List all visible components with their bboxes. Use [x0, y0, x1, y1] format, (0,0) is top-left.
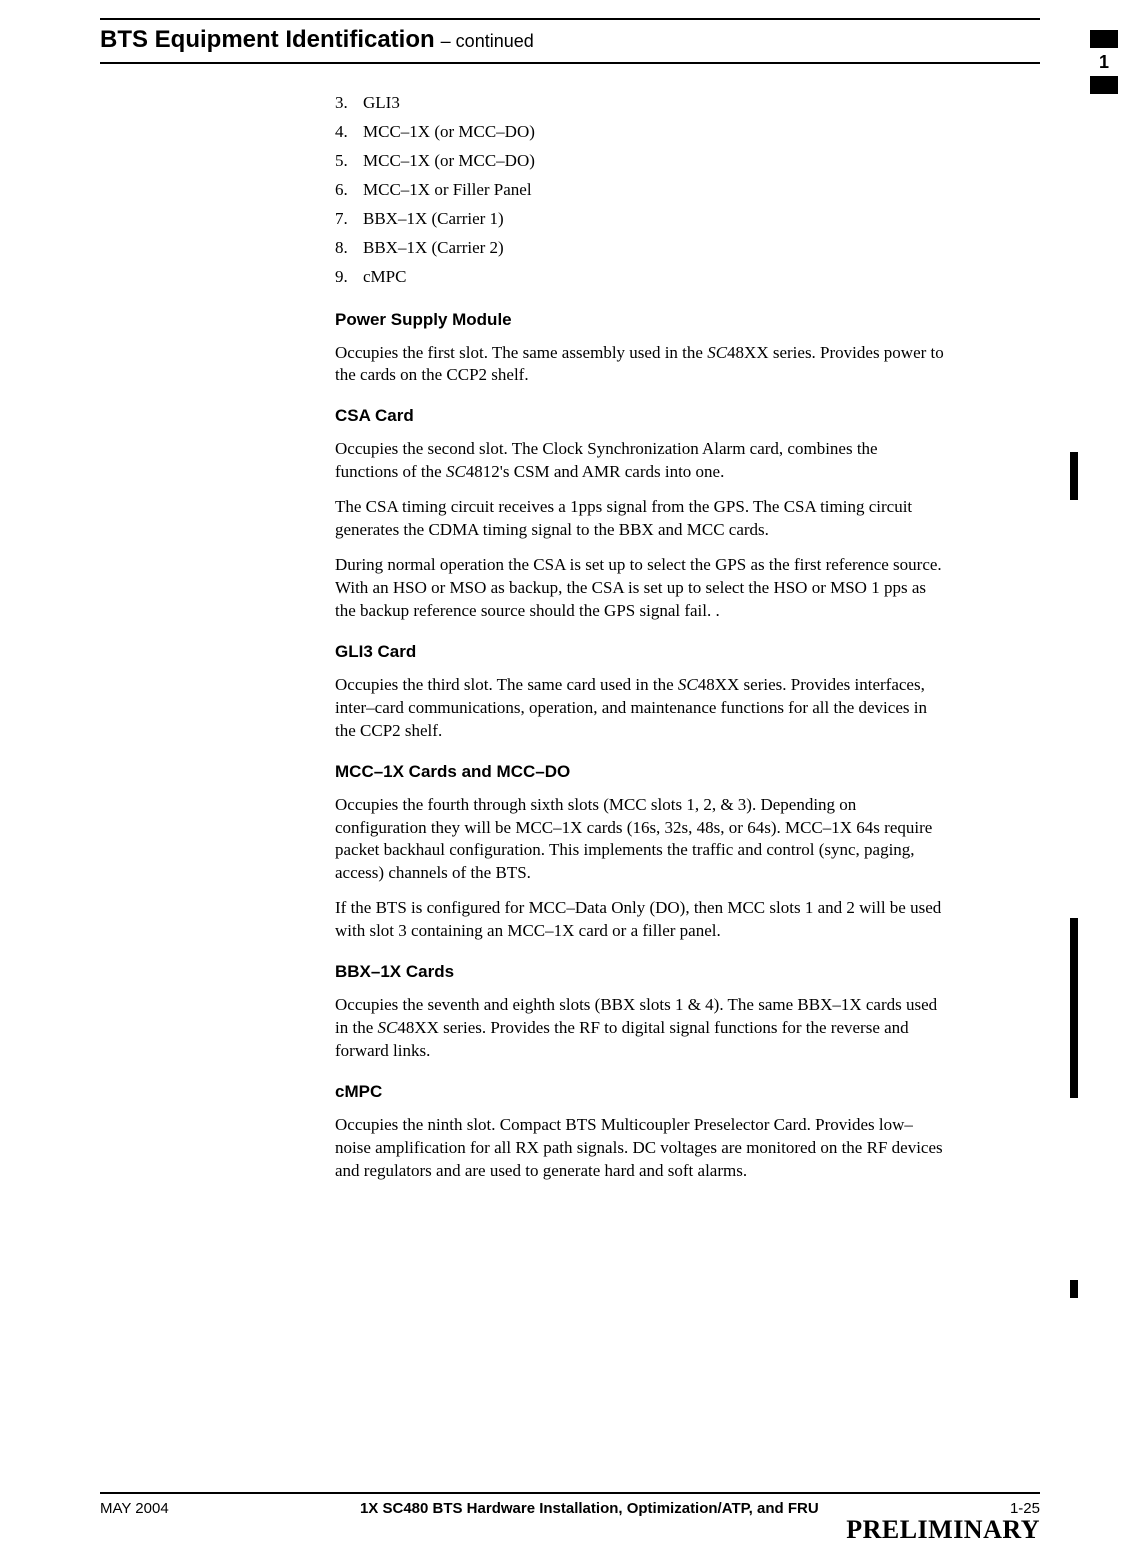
para: Occupies the third slot. The same card u…: [335, 674, 945, 743]
footer-rule: [100, 1492, 1040, 1494]
list-num: 3.: [335, 92, 363, 115]
text-italic: SC: [678, 675, 698, 694]
chapter-tab: 1: [1090, 30, 1118, 94]
text: Occupies the third slot. The same card u…: [335, 675, 678, 694]
list-item: 3.GLI3: [335, 92, 945, 115]
para: During normal operation the CSA is set u…: [335, 554, 945, 623]
text-italic: SC: [378, 1018, 398, 1037]
top-rule: [100, 18, 1040, 20]
text: Occupies the first slot. The same assemb…: [335, 343, 707, 362]
list-text: BBX–1X (Carrier 2): [363, 237, 504, 260]
text: 48XX series. Provides the RF to digital …: [335, 1018, 909, 1060]
header-continued: – continued: [441, 31, 534, 52]
list-num: 7.: [335, 208, 363, 231]
para: The CSA timing circuit receives a 1pps s…: [335, 496, 945, 542]
para: Occupies the second slot. The Clock Sync…: [335, 438, 945, 484]
list-num: 4.: [335, 121, 363, 144]
heading-mcc: MCC–1X Cards and MCC–DO: [335, 761, 945, 784]
content-area: 3.GLI3 4.MCC–1X (or MCC–DO) 5.MCC–1X (or…: [335, 92, 945, 1183]
page-footer: MAY 2004 1X SC480 BTS Hardware Installat…: [100, 1492, 1040, 1545]
heading-psm: Power Supply Module: [335, 309, 945, 332]
list-item: 5.MCC–1X (or MCC–DO): [335, 150, 945, 173]
tab-black-top: [1090, 30, 1118, 48]
footer-date: MAY 2004: [100, 1500, 169, 1517]
revision-bar: [1070, 452, 1078, 500]
heading-bbx: BBX–1X Cards: [335, 961, 945, 984]
para: Occupies the ninth slot. Compact BTS Mul…: [335, 1114, 945, 1183]
text: 4812's CSM and AMR cards into one.: [466, 462, 725, 481]
list-text: BBX–1X (Carrier 1): [363, 208, 504, 231]
para: Occupies the seventh and eighth slots (B…: [335, 994, 945, 1063]
page-header: BTS Equipment Identification – continued: [100, 26, 1040, 64]
header-title: BTS Equipment Identification: [100, 26, 435, 54]
heading-csa: CSA Card: [335, 405, 945, 428]
list-text: MCC–1X (or MCC–DO): [363, 121, 535, 144]
list-item: 4.MCC–1X (or MCC–DO): [335, 121, 945, 144]
list-text: GLI3: [363, 92, 400, 115]
para: If the BTS is configured for MCC–Data On…: [335, 897, 945, 943]
list-num: 9.: [335, 266, 363, 289]
list-item: 7.BBX–1X (Carrier 1): [335, 208, 945, 231]
list-text: MCC–1X or Filler Panel: [363, 179, 532, 202]
text-italic: SC: [707, 343, 727, 362]
para: Occupies the first slot. The same assemb…: [335, 342, 945, 388]
heading-cmpc: cMPC: [335, 1081, 945, 1104]
revision-bar: [1070, 1280, 1078, 1298]
text-italic: SC: [446, 462, 466, 481]
list-text: MCC–1X (or MCC–DO): [363, 150, 535, 173]
tab-number: 1: [1090, 48, 1118, 76]
list-text: cMPC: [363, 266, 406, 289]
list-item: 9.cMPC: [335, 266, 945, 289]
preliminary-mark: PRELIMINARY: [100, 1515, 1040, 1545]
para: Occupies the fourth through sixth slots …: [335, 794, 945, 886]
heading-gli3: GLI3 Card: [335, 641, 945, 664]
revision-bar: [1070, 918, 1078, 1098]
numbered-list: 3.GLI3 4.MCC–1X (or MCC–DO) 5.MCC–1X (or…: [335, 92, 945, 289]
list-item: 8.BBX–1X (Carrier 2): [335, 237, 945, 260]
tab-black-bottom: [1090, 76, 1118, 94]
list-item: 6.MCC–1X or Filler Panel: [335, 179, 945, 202]
list-num: 8.: [335, 237, 363, 260]
list-num: 5.: [335, 150, 363, 173]
list-num: 6.: [335, 179, 363, 202]
